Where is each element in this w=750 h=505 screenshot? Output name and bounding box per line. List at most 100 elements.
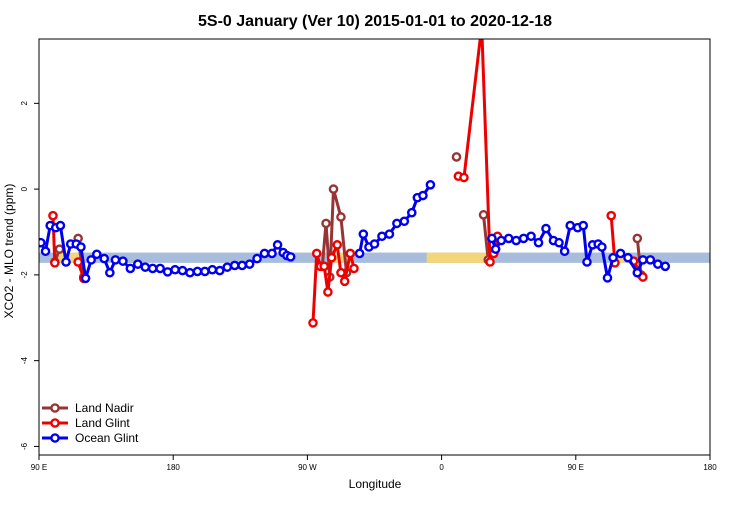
ocean-glint-point <box>392 218 402 229</box>
ocean-glint-point <box>490 244 501 254</box>
plot-area: 90 E 180 90 W 0 90 E 180 -6 -4 -2 0 2 <box>20 38 717 472</box>
x-tick-label: 0 <box>439 463 444 472</box>
ocean-glint-point <box>384 229 395 239</box>
land-glint-point <box>48 210 58 221</box>
land-band-segment <box>53 252 84 263</box>
ocean-glint-point <box>632 267 643 278</box>
ocean-glint-point <box>140 262 151 272</box>
legend-swatch-point-land-nadir <box>50 403 60 413</box>
ocean-glint-point <box>645 255 656 265</box>
ocean-glint-point <box>533 237 544 248</box>
land-nadir-line <box>320 187 348 279</box>
land-glint-point <box>606 210 617 221</box>
ocean-glint-point <box>608 252 618 263</box>
ocean-glint-point <box>578 220 589 231</box>
land-band-segment <box>426 252 487 263</box>
x-axis-label: Longitude <box>349 477 402 491</box>
ocean-glint-point <box>125 263 136 274</box>
ocean-glint-point <box>259 248 270 259</box>
x-tick-label: 90 E <box>568 463 584 472</box>
land-nadir-line <box>482 214 490 261</box>
ocean-glint-point <box>40 246 51 257</box>
ocean-glint-point <box>222 262 233 272</box>
ocean-glint-point <box>105 267 115 278</box>
y-tick-label: 0 <box>20 186 29 191</box>
ocean-glint-point <box>399 216 410 227</box>
y-axis-label: XCO2 - MLO trend (ppm) <box>2 184 16 319</box>
ocean-glint-point <box>518 233 529 244</box>
ocean-glint-point <box>61 257 71 267</box>
legend-label-land-glint: Land Glint <box>75 416 130 430</box>
ocean-glint-point <box>597 242 607 252</box>
ocean-glint-point <box>526 231 536 242</box>
land-nadir-point <box>478 210 489 220</box>
x-tick-label: 180 <box>703 463 717 472</box>
ocean-glint-point <box>565 220 576 231</box>
ocean-glint-point <box>55 220 66 231</box>
chart-title: 5S-0 January (Ver 10) 2015-01-01 to 2020… <box>198 13 552 30</box>
ocean-glint-point <box>162 267 173 277</box>
land-glint-point <box>311 248 322 259</box>
ocean-glint-point <box>237 260 247 271</box>
ocean-glint-point <box>214 265 225 276</box>
ocean-glint-point <box>653 259 663 269</box>
series-group <box>39 39 671 328</box>
ocean-glint-point <box>369 239 380 249</box>
land-glint-point <box>50 258 60 268</box>
legend-swatch-point-land-glint <box>50 418 60 428</box>
ocean-glint-point <box>559 246 570 257</box>
land-glint-point <box>349 263 359 274</box>
ocean-glint-point <box>200 266 210 277</box>
ocean-glint-point <box>86 255 96 265</box>
legend-label-land-nadir: Land Nadir <box>75 401 134 415</box>
land-glint-point <box>319 261 329 272</box>
ocean-glint-point <box>425 180 436 190</box>
ocean-glint-point <box>623 252 633 263</box>
ocean-glint-point <box>554 237 564 248</box>
land-nadir-point <box>632 233 643 244</box>
x-tick-label: 90 W <box>298 463 317 472</box>
ocean-glint-point <box>155 263 165 274</box>
land-glint-point <box>73 257 83 267</box>
land-nadir-point <box>321 218 331 229</box>
ocean-glint-point <box>406 207 417 218</box>
x-tick-label: 90 E <box>31 463 47 472</box>
ocean-glint-point <box>582 257 592 267</box>
ocean-glint-point <box>511 235 521 246</box>
ocean-glint-point <box>638 255 648 265</box>
land-glint-point <box>326 252 337 263</box>
y-tick-label: 2 <box>20 101 29 106</box>
ocean-glint-point <box>487 233 497 244</box>
ocean-glint-point <box>80 273 91 284</box>
ocean-glint-point <box>602 273 613 283</box>
land-band-segment <box>329 252 353 263</box>
y-tick-label: -4 <box>20 357 29 365</box>
ocean-glint-point <box>615 248 626 259</box>
ocean-glint-point <box>118 256 128 266</box>
ocean-glint-point <box>185 267 195 278</box>
land-nadir-point <box>451 152 462 162</box>
legend-swatch-point-ocean-glint <box>50 433 60 443</box>
plot-frame <box>38 38 711 456</box>
ocean-glint-point <box>503 233 514 244</box>
ocean-glint-point <box>252 253 262 264</box>
ocean-glint-point <box>285 252 296 262</box>
land-nadir-point <box>54 244 65 254</box>
ocean-glint-point <box>541 223 551 234</box>
ocean-glint-point <box>99 253 110 264</box>
land-nadir-point <box>328 184 339 194</box>
x-tick-label: 180 <box>167 463 181 472</box>
ocean-glint-point <box>496 235 507 246</box>
ocean-glint-point <box>192 266 203 277</box>
land-glint-point <box>336 267 346 278</box>
legend-label-ocean-glint: Ocean Glint <box>75 431 139 445</box>
land-glint-point <box>345 248 356 259</box>
land-nadir-point <box>336 212 346 222</box>
land-glint-point <box>339 276 350 287</box>
ocean-glint-point <box>272 240 283 250</box>
ocean-glint-point <box>132 259 143 269</box>
ocean-glint-point <box>147 263 158 274</box>
land-glint-point <box>323 287 333 297</box>
ocean-glint-point <box>91 249 102 260</box>
